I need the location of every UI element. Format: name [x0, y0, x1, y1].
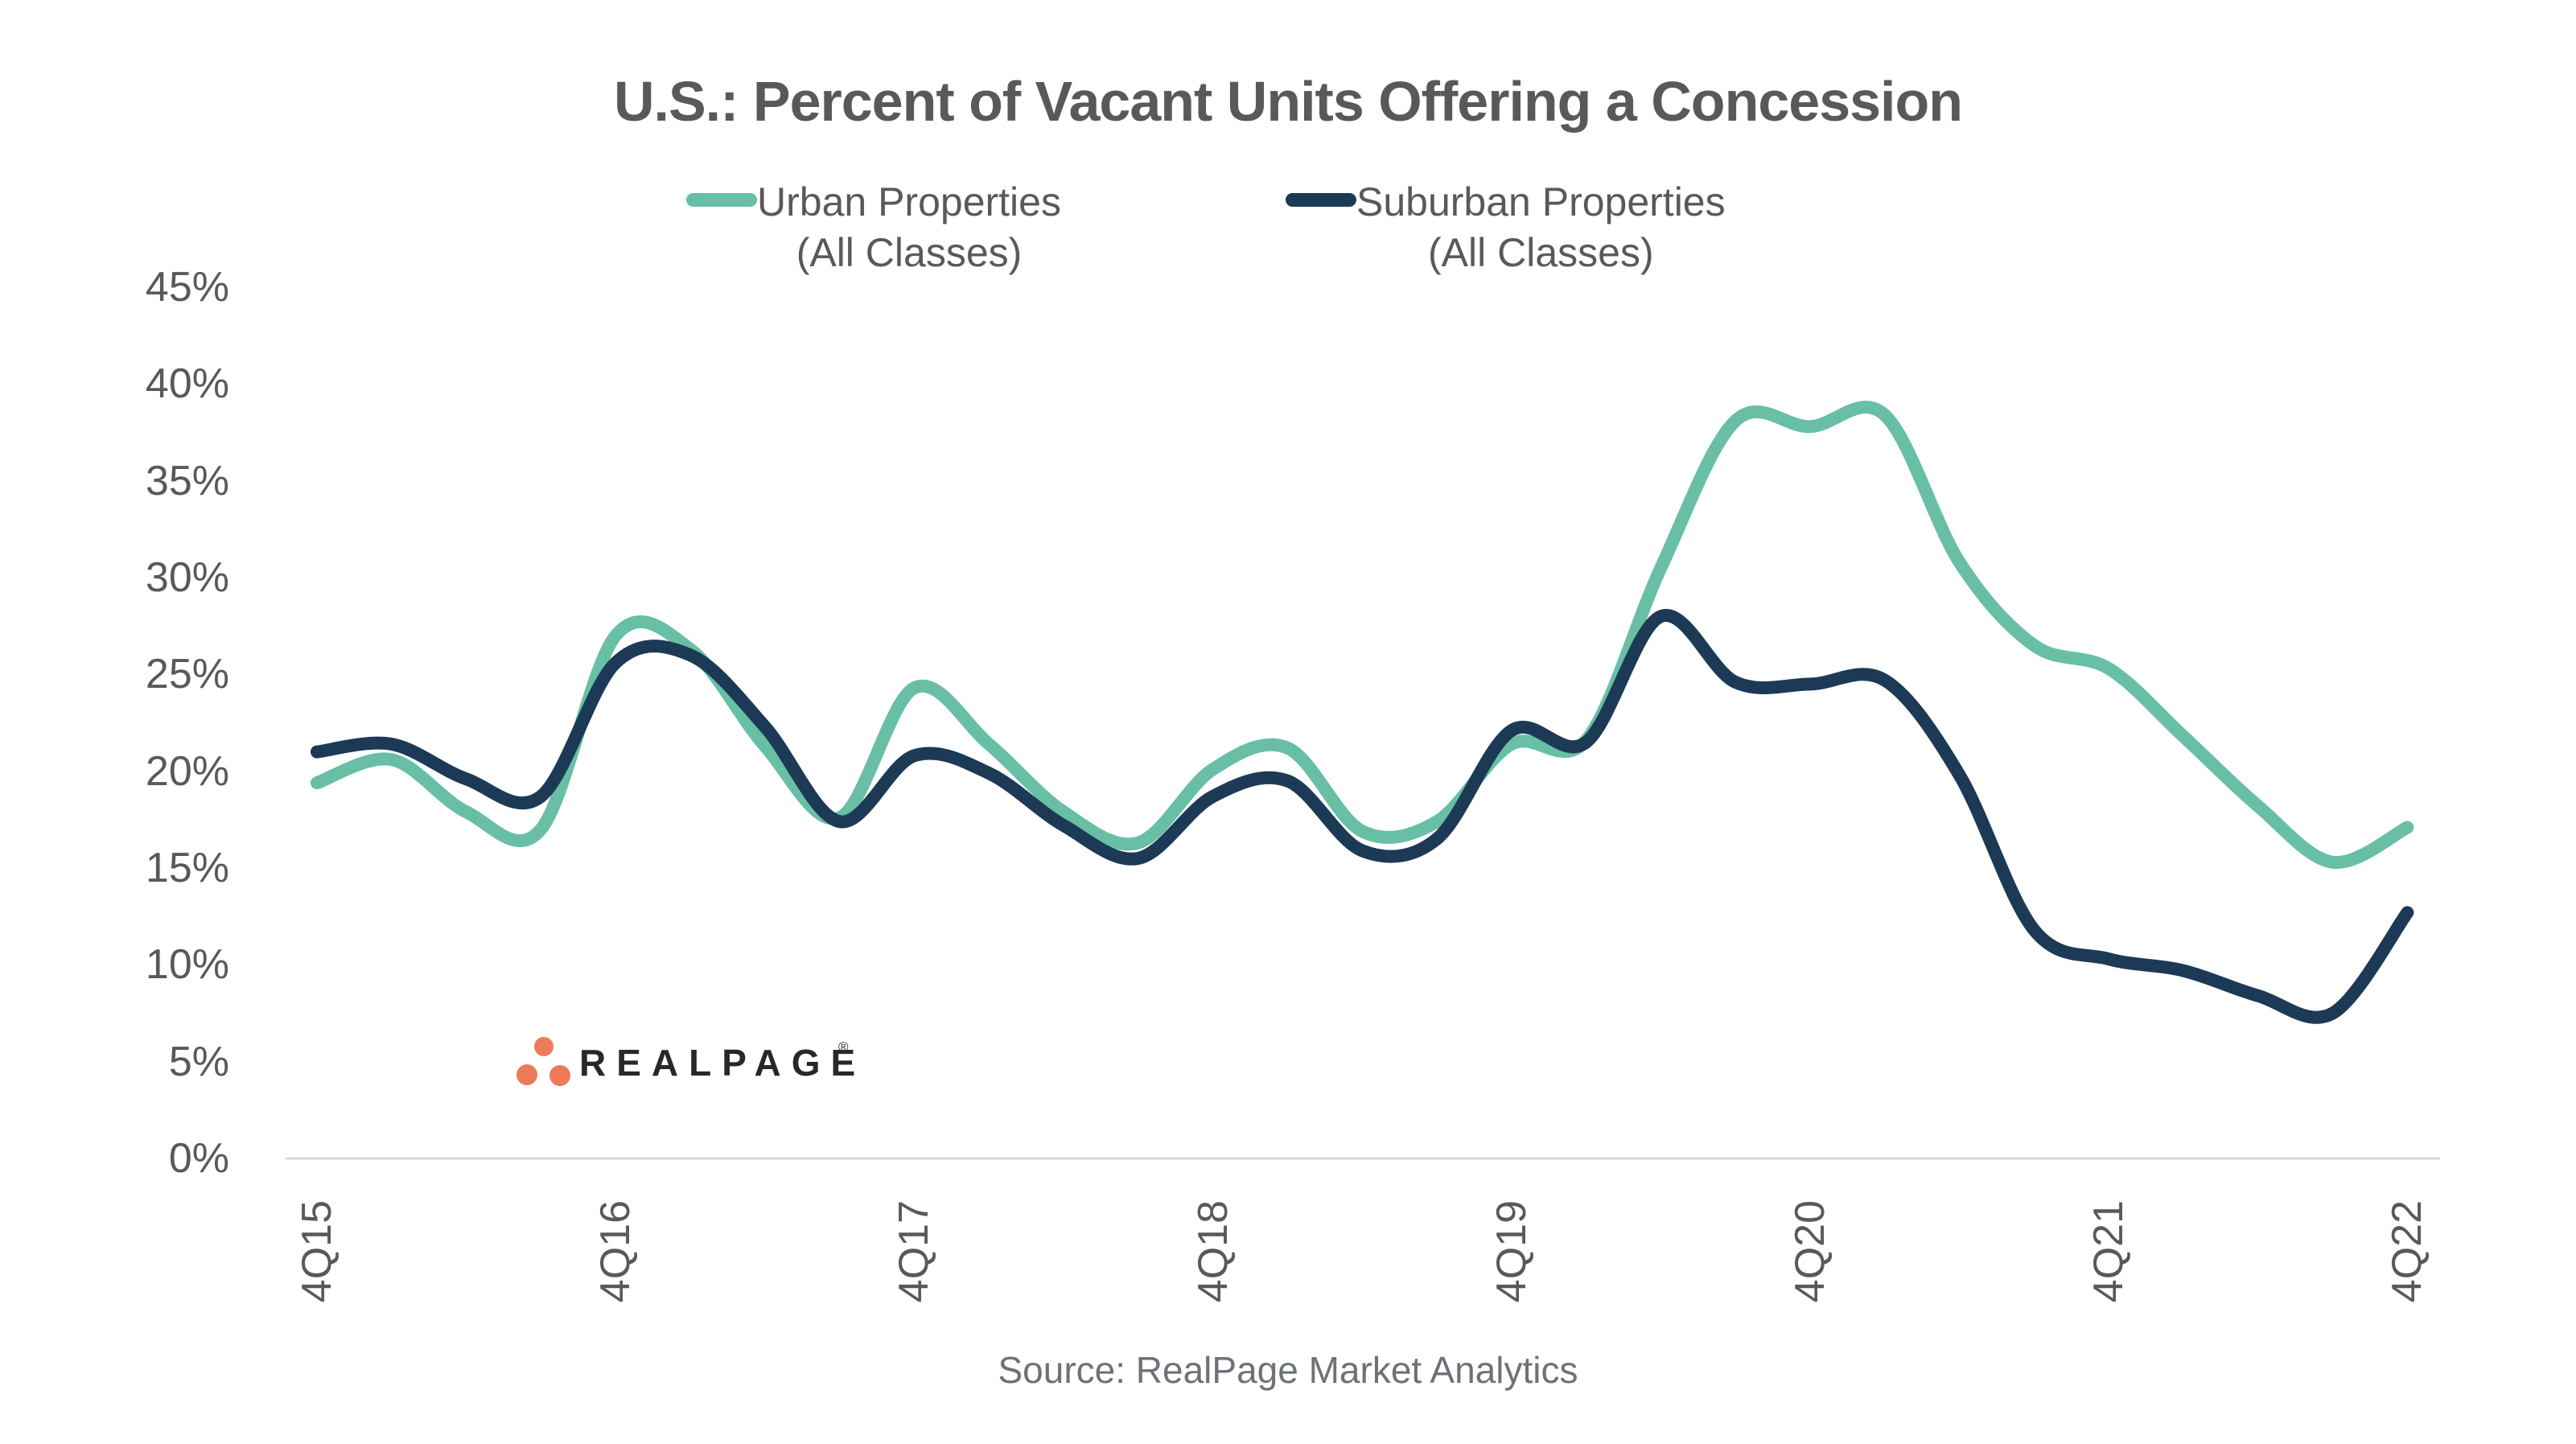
x-tick-label: 4Q19 [1488, 1200, 1535, 1303]
chart-title: U.S.: Percent of Vacant Units Offering a… [613, 70, 1963, 133]
y-tick-label: 25% [145, 651, 229, 698]
legend-item-suburban: Suburban Properties (All Classes) [1286, 177, 1726, 278]
logo-wordmark: REALPAGE [579, 1042, 866, 1084]
x-tick-label: 4Q15 [294, 1200, 340, 1303]
suburban-line-swatch [1286, 193, 1356, 207]
legend-label-urban-line2: (All Classes) [796, 230, 1023, 275]
x-tick-label: 4Q22 [2384, 1200, 2431, 1303]
y-tick-label: 15% [145, 845, 229, 891]
logo-dot-icon [516, 1064, 537, 1085]
x-tick-label: 4Q20 [1787, 1200, 1833, 1303]
y-tick-label: 0% [168, 1135, 229, 1182]
x-tick-label: 4Q18 [1189, 1200, 1237, 1303]
y-tick-label: 35% [145, 457, 229, 504]
y-tick-label: 5% [168, 1038, 229, 1085]
x-tick-label: 4Q17 [891, 1200, 938, 1303]
legend-label-suburban-line2: (All Classes) [1428, 230, 1654, 275]
legend-label-suburban: Suburban Properties (All Classes) [1356, 177, 1726, 278]
suburban-properties-line [311, 609, 2414, 1024]
y-tick-label: 10% [145, 941, 229, 989]
y-tick-label: 20% [145, 747, 229, 795]
urban-line-swatch [686, 193, 757, 207]
legend-label-urban-line1: Urban Properties [757, 179, 1061, 224]
legend-label-urban: Urban Properties (All Classes) [757, 177, 1061, 278]
legend-item-urban: Urban Properties (All Classes) [686, 177, 1061, 278]
x-tick-label: 4Q16 [592, 1200, 640, 1303]
realpage-logo: REALPAGE ® [515, 1035, 855, 1088]
legend-label-suburban-line1: Suburban Properties [1356, 179, 1726, 224]
urban-properties-line [311, 401, 2414, 869]
logo-dot-icon [534, 1037, 553, 1056]
logo-dot-icon [549, 1065, 570, 1086]
registered-trademark-icon: ® [838, 1039, 849, 1055]
y-tick-label: 45% [145, 264, 229, 311]
y-tick-label: 40% [145, 360, 229, 408]
source-attribution: Source: RealPage Market Analytics [998, 1349, 1578, 1391]
y-tick-label: 30% [145, 554, 229, 602]
x-tick-label: 4Q21 [2085, 1200, 2133, 1303]
